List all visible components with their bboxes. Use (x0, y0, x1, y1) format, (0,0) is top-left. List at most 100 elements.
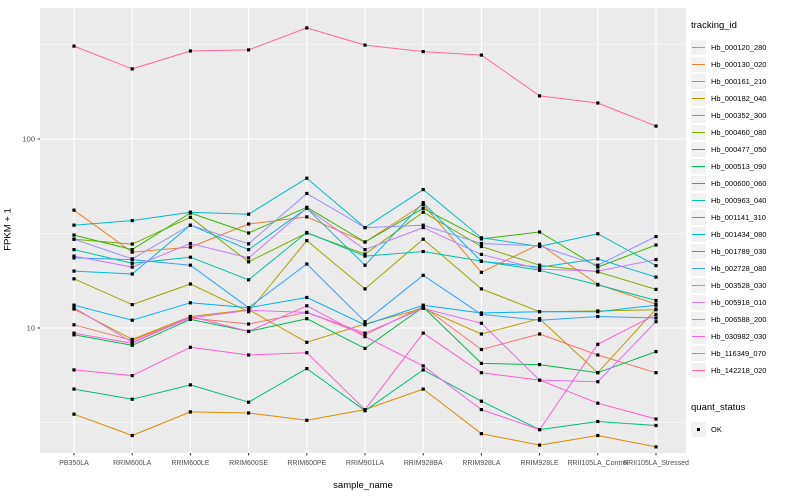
legend-entry-label: Hb_001434_080 (711, 230, 767, 239)
data-point-Hb_142218_020 (596, 101, 600, 105)
data-point-Hb_000600_060 (130, 397, 134, 401)
data-point-Hb_000477_050 (654, 243, 658, 247)
legend-key-line (691, 125, 706, 140)
data-point-Hb_000161_210 (421, 387, 425, 391)
data-point-Hb_000477_050 (538, 230, 542, 234)
data-point-Hb_030982_030 (421, 364, 425, 368)
data-point-Hb_000460_080 (130, 242, 134, 246)
data-point-Hb_000161_210 (130, 433, 134, 438)
legend-key-line (691, 244, 706, 259)
data-point-Hb_001789_030 (596, 310, 600, 314)
data-point-Hb_116349_070 (188, 345, 192, 349)
data-point-Hb_000477_050 (596, 265, 600, 269)
data-point-Hb_000600_060 (596, 419, 600, 424)
data-point-Hb_001789_030 (305, 295, 309, 300)
legend-entry-Hb_030982_030: Hb_030982_030 (691, 328, 797, 345)
data-point-Hb_001434_080 (421, 201, 425, 205)
data-point-Hb_005918_010 (538, 267, 542, 271)
data-point-Hb_000120_280 (654, 371, 658, 375)
data-point-Hb_000600_060 (421, 368, 425, 372)
legend-key-line (691, 74, 706, 89)
data-point-Hb_005918_010 (654, 258, 658, 262)
legend-entry-Hb_001141_310: Hb_001141_310 (691, 209, 797, 226)
data-point-Hb_030982_030 (130, 341, 134, 345)
data-point-Hb_000130_020 (538, 242, 542, 246)
data-point-Hb_001141_310 (305, 176, 309, 180)
data-point-Hb_005918_010 (188, 241, 192, 246)
data-point-Hb_001141_310 (421, 188, 425, 192)
data-point-Hb_005918_010 (247, 256, 251, 260)
x-tick-label: PB350LA (59, 460, 89, 467)
data-point-Hb_006588_200 (363, 331, 367, 335)
tracking-id-legend: tracking_id Hb_000120_280 Hb_000130_020 Hb… (691, 20, 797, 379)
data-point-Hb_003528_030 (596, 263, 600, 267)
legend-entry-Hb_000600_060: Hb_000600_060 (691, 175, 797, 192)
data-point-Hb_142218_020 (363, 43, 367, 47)
legend-key-line (691, 227, 706, 242)
data-point-Hb_142218_020 (305, 26, 309, 30)
data-point-Hb_000513_090 (538, 363, 542, 367)
data-point-Hb_142218_020 (72, 44, 76, 48)
data-point-Hb_000477_050 (247, 231, 251, 235)
data-point-Hb_001141_310 (479, 236, 483, 240)
legend-key-line (691, 108, 706, 123)
legend-entry-Hb_000120_280: Hb_000120_280 (691, 39, 797, 56)
data-point-Hb_001141_310 (596, 232, 600, 236)
data-point-Hb_030982_030 (596, 342, 600, 346)
data-point-Hb_000161_210 (538, 443, 542, 447)
data-point-Hb_142218_020 (654, 124, 658, 128)
data-point-Hb_116349_070 (363, 408, 367, 412)
legend-entry-Hb_000130_020: Hb_000130_020 (691, 56, 797, 73)
legend-key-line (691, 295, 706, 310)
data-point-Hb_000513_090 (654, 350, 658, 354)
data-point-Hb_000120_280 (538, 332, 542, 336)
data-point-Hb_000963_040 (654, 298, 658, 302)
legend-entry-Hb_000477_050: Hb_000477_050 (691, 141, 797, 158)
x-tick-label: RRIM928BA (404, 460, 443, 467)
data-point-Hb_001141_310 (654, 264, 658, 268)
data-point-Hb_000130_020 (72, 208, 76, 212)
data-point-Hb_030982_030 (479, 408, 483, 412)
data-point-Hb_116349_070 (305, 351, 309, 355)
data-point-Hb_000963_040 (596, 283, 600, 287)
legend-entry-Hb_005918_010: Hb_005918_010 (691, 294, 797, 311)
data-point-Hb_001434_080 (130, 272, 134, 276)
legend-entry-label: Hb_116349_070 (711, 349, 766, 358)
data-point-Hb_000460_080 (479, 244, 483, 249)
quant-status-entry: OK (691, 421, 797, 438)
data-point-Hb_000477_050 (130, 248, 134, 252)
data-point-Hb_001141_310 (130, 219, 134, 223)
data-point-Hb_006588_200 (72, 306, 76, 310)
legend-entry-label: Hb_000477_050 (711, 145, 767, 154)
x-tick-label: RRIM928LA (462, 460, 500, 467)
data-point-Hb_116349_070 (479, 371, 483, 375)
legend-entry-label: Hb_000963_040 (711, 196, 767, 205)
data-point-Hb_000513_090 (72, 333, 76, 337)
data-point-Hb_000352_300 (130, 303, 134, 307)
data-point-Hb_001789_030 (72, 303, 76, 307)
data-point-Hb_000161_210 (188, 410, 192, 414)
data-point-Hb_003528_030 (247, 242, 251, 246)
data-point-Hb_002728_080 (363, 320, 367, 324)
data-point-Hb_000963_040 (421, 249, 425, 254)
legend-entry-Hb_000963_040: Hb_000963_040 (691, 192, 797, 209)
data-point-Hb_003528_030 (538, 244, 542, 248)
data-point-Hb_000161_210 (479, 432, 483, 436)
legend-entry-label: Hb_000460_080 (711, 128, 767, 137)
quant-status-legend-entries: OK (691, 421, 797, 438)
data-point-Hb_000460_080 (363, 252, 367, 256)
data-point-Hb_000130_020 (479, 270, 483, 274)
legend-key-line (691, 363, 706, 378)
x-axis-title: sample_name (333, 480, 393, 491)
data-point-Hb_000161_210 (72, 412, 76, 416)
data-point-Hb_001789_030 (188, 301, 192, 305)
data-point-Hb_000182_040 (130, 337, 134, 341)
quant-status-legend: quant_status OK (691, 402, 797, 438)
data-point-Hb_002728_080 (421, 273, 425, 277)
data-point-Hb_005918_010 (421, 226, 425, 230)
legend-entry-label: Hb_005918_010 (711, 298, 767, 307)
data-point-Hb_001789_030 (654, 303, 658, 307)
legend-entry-label: Hb_000352_300 (711, 111, 767, 120)
data-point-Hb_000161_210 (596, 433, 600, 438)
